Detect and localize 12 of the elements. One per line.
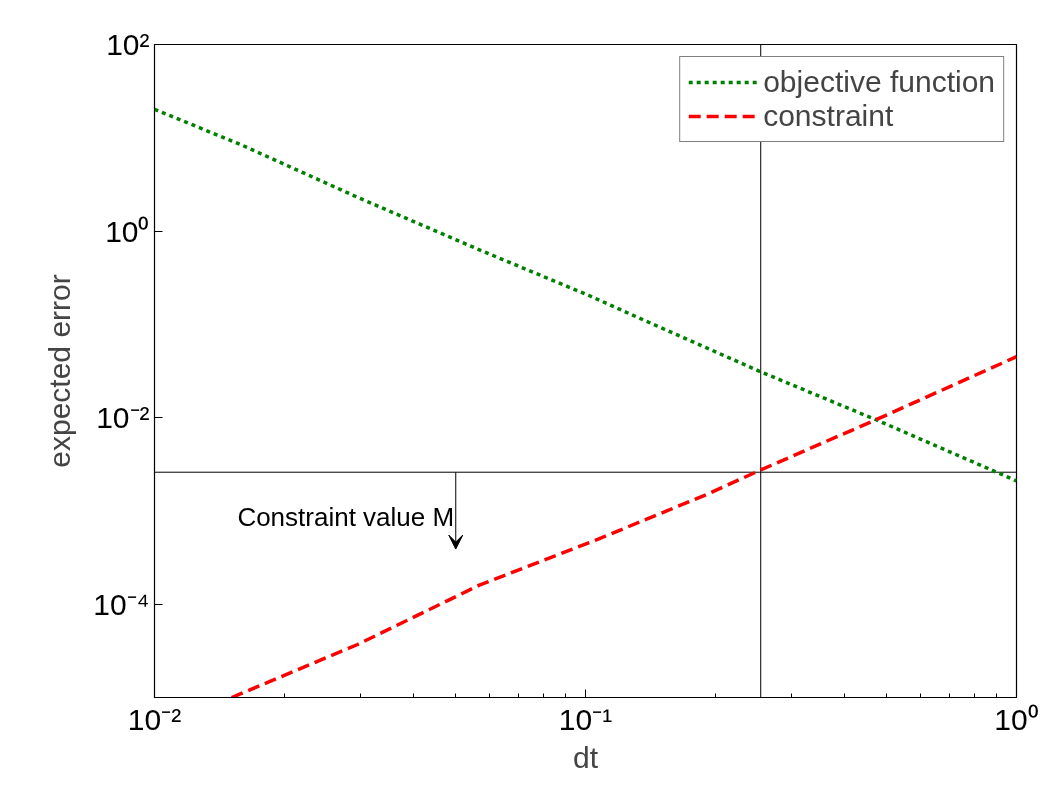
y-tick-label: 10² — [106, 28, 150, 61]
legend-label: objective function — [763, 65, 995, 99]
x-axis-title: dt — [572, 740, 599, 774]
x-tick-label: 10⁻² — [127, 702, 182, 736]
y-axis-title: expected error — [43, 274, 77, 468]
y-tick-label: 10⁻² — [96, 401, 150, 435]
annotation: Constraint value M — [237, 502, 455, 533]
legend-label: constraint — [763, 99, 894, 133]
y-tick-label: 10⁰ — [105, 214, 150, 248]
y-tick-label: 10⁻⁴ — [93, 587, 150, 621]
x-tick-label: 10⁰ — [994, 702, 1039, 736]
x-tick-label: 10⁻¹ — [558, 702, 613, 736]
